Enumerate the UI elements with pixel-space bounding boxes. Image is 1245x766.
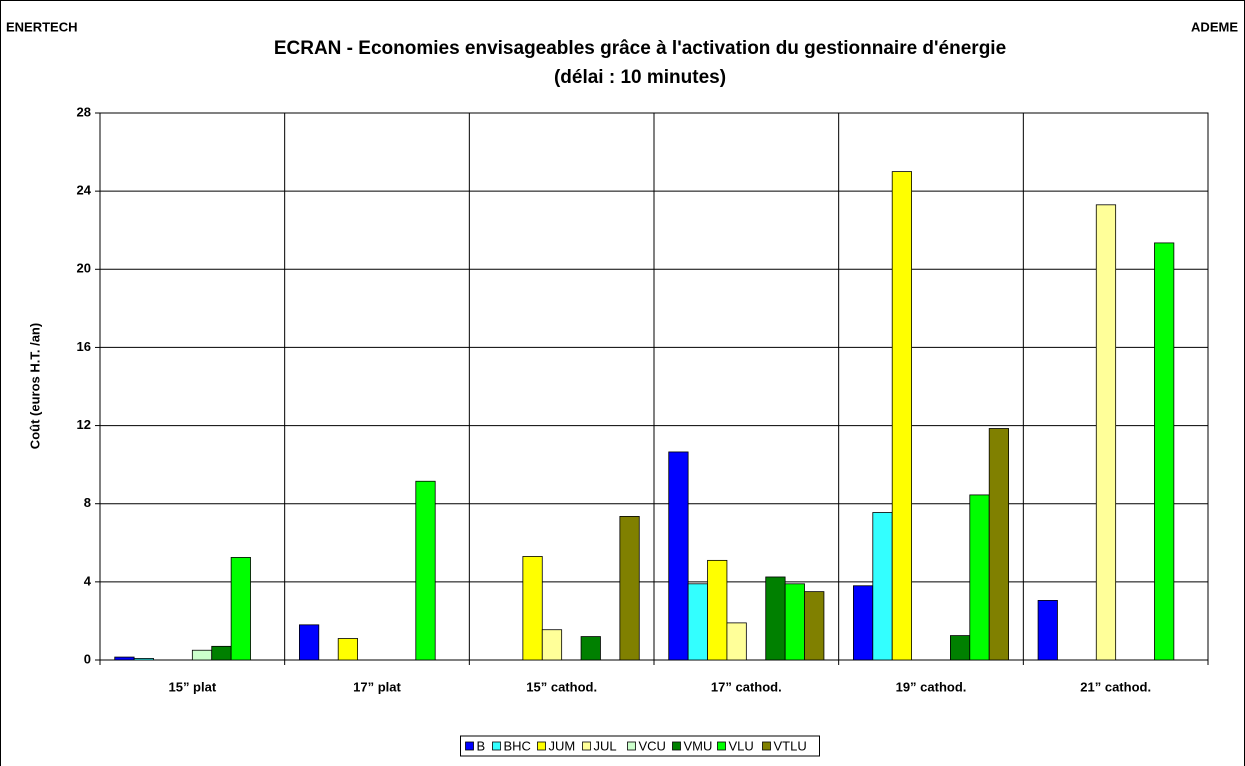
y-tick-label: 4 <box>84 573 92 588</box>
y-tick-label: 28 <box>77 104 91 119</box>
legend-swatch <box>717 741 726 751</box>
bar <box>784 583 805 661</box>
bar <box>891 171 913 661</box>
bar <box>522 556 543 661</box>
bar <box>619 516 640 661</box>
bar <box>687 583 708 661</box>
plot-border <box>99 112 1209 661</box>
legend-swatch <box>537 741 546 751</box>
x-tick-label: 19” cathod. <box>896 679 967 694</box>
bar <box>988 428 1010 661</box>
bar <box>668 451 689 661</box>
x-tick-label: 17” plat <box>353 679 401 694</box>
bar <box>133 658 154 661</box>
bar <box>707 559 728 661</box>
bar <box>804 591 825 661</box>
corner-left: ENERTECH <box>6 19 78 34</box>
bar <box>114 656 135 661</box>
bar <box>541 629 563 661</box>
y-tick-label: 24 <box>77 183 92 198</box>
bar <box>726 622 747 661</box>
bar <box>211 645 232 661</box>
y-tick-label: 0 <box>84 651 91 666</box>
bar <box>191 649 213 661</box>
bar <box>337 638 359 661</box>
bar <box>853 585 874 661</box>
bar <box>872 512 893 661</box>
legend-label: VCU <box>639 738 666 753</box>
x-tick-label: 21” cathod. <box>1080 679 1151 694</box>
bar <box>230 557 251 661</box>
bar <box>1095 204 1117 661</box>
legend-box <box>460 735 820 757</box>
bar <box>1037 600 1058 661</box>
bar <box>298 624 320 661</box>
y-tick-label: 16 <box>77 339 91 354</box>
bar <box>765 576 786 661</box>
bar <box>950 635 971 661</box>
chart-title: ECRAN - Economies envisageables grâce à … <box>274 38 1006 59</box>
y-axis-label: Coût (euros H.T. /an) <box>27 323 42 449</box>
legend-label: VTLU <box>774 738 807 753</box>
corner-right: ADEME <box>1191 19 1238 34</box>
legend-label: VLU <box>729 738 754 753</box>
y-tick-label: 12 <box>77 417 91 432</box>
bar <box>1154 242 1175 661</box>
legend-swatch <box>762 741 771 751</box>
legend-swatch <box>465 741 474 751</box>
legend-label: VMU <box>684 738 713 753</box>
bar <box>580 636 601 661</box>
y-tick-label: 20 <box>77 261 91 276</box>
x-tick-label: 17” cathod. <box>711 679 782 694</box>
legend-label: JUM <box>549 738 576 753</box>
chart-subtitle: (délai : 10 minutes) <box>554 67 726 88</box>
legend-swatch <box>582 741 591 751</box>
x-tick-label: 15” plat <box>168 679 216 694</box>
bar <box>969 494 990 661</box>
legend-swatch <box>672 741 681 751</box>
legend-label: BHC <box>504 738 531 753</box>
legend-label: B <box>477 738 486 753</box>
x-tick-label: 15” cathod. <box>526 679 597 694</box>
legend-swatch <box>627 741 636 751</box>
legend-label: JUL <box>594 738 617 753</box>
y-tick-label: 8 <box>84 495 91 510</box>
legend-swatch <box>492 741 501 751</box>
bar <box>415 480 436 661</box>
